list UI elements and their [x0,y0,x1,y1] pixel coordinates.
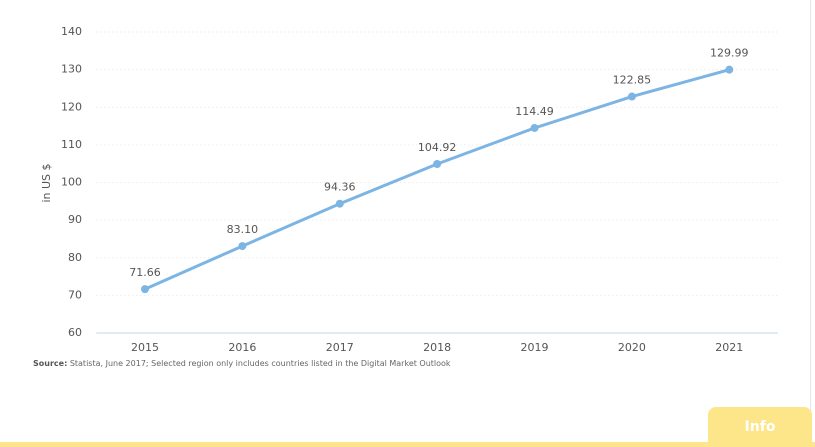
value-label: 114.49 [515,105,554,118]
series-line [144,68,730,291]
value-label: 94.36 [324,181,356,194]
x-tick-label: 2016 [228,341,256,354]
y-tick-label: 130 [61,63,82,76]
value-label: 129.99 [710,47,749,60]
point [725,65,734,74]
y-tick-label: 110 [61,138,82,151]
point [433,159,442,168]
edge [810,0,811,442]
point [238,242,247,251]
value-label: 71.66 [129,266,161,279]
x-tick-label: 2015 [131,341,159,354]
source-text: Statista, June 2017; Selected region onl… [69,359,451,368]
x-tick-label: 2021 [715,341,743,354]
y-tick-label: 120 [61,100,82,113]
y-tick-label: 90 [68,213,82,226]
info-button[interactable]: Info [708,407,812,443]
x-tick-label: 2017 [326,341,354,354]
value-label: 83.10 [227,223,259,236]
value-label: 104.92 [418,141,457,154]
x-tick-label: 2018 [423,341,451,354]
y-tick-label: 100 [61,176,82,189]
point [140,285,149,294]
x-tick-label: 2019 [521,341,549,354]
x-tick-label: 2020 [618,341,646,354]
value-label: 122.85 [613,74,652,87]
y-tick-label: 70 [68,288,82,301]
point [530,123,539,132]
y-tick-label: 140 [61,25,82,38]
y-tick-label: 60 [68,326,82,339]
source-label: Source: [33,359,68,368]
y-axis-label: in US $ [40,163,53,202]
source: Source: Statista, June 2017; Selected re… [33,359,451,368]
point [335,199,344,208]
bottom-bar [0,442,815,447]
y-tick-label: 80 [68,251,82,264]
point [627,92,636,101]
